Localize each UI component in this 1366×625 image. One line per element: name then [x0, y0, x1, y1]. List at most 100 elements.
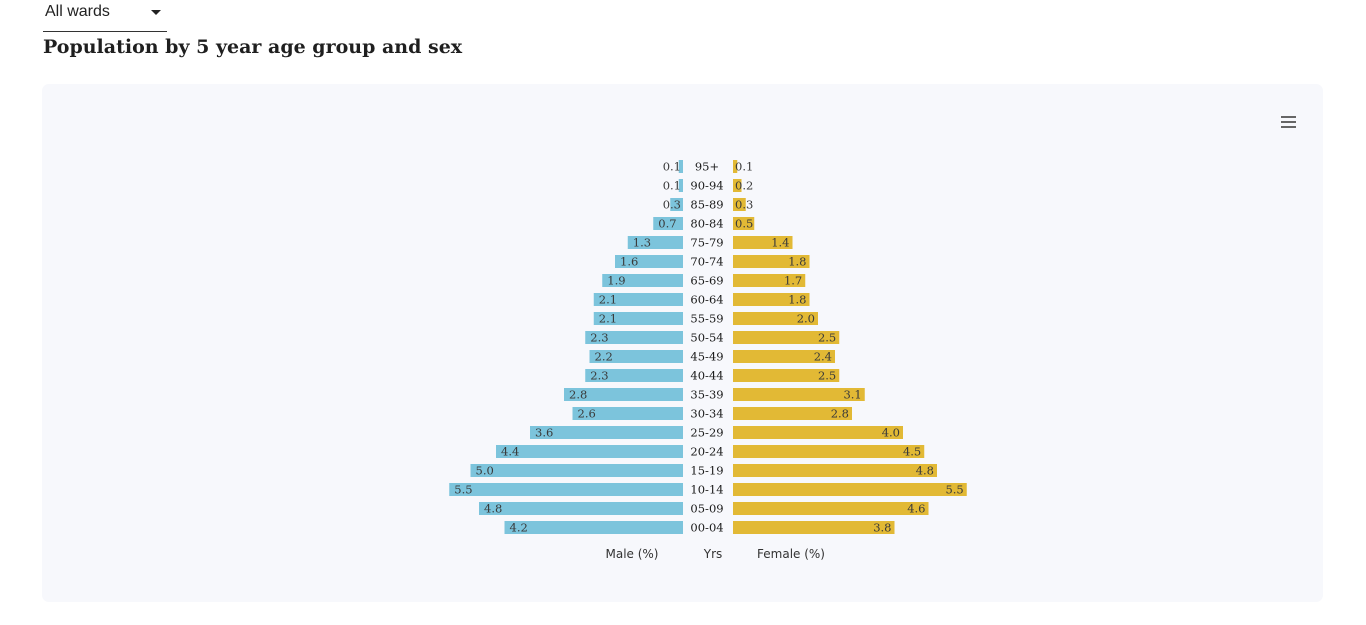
female-value-label: 4.0	[882, 426, 900, 440]
male-value-label: 0.1	[663, 179, 681, 193]
female-axis-label: Female (%)	[757, 547, 825, 561]
female-bar	[733, 217, 755, 230]
female-value-label: 3.1	[843, 388, 861, 402]
female-value-label: 4.6	[907, 502, 925, 516]
male-bar	[593, 293, 683, 306]
male-value-label: 2.3	[590, 331, 608, 345]
female-bar	[733, 274, 806, 287]
population-pyramid-chart: 0.1 0.1 95+ 0.1 0.2 90-94 0.3 0.3 85-89 0.7 0.5 80-…	[449, 160, 967, 561]
age-group-label: 95+	[695, 160, 719, 174]
age-group-label: 35-39	[690, 388, 723, 402]
female-value-label: 4.8	[916, 464, 934, 478]
age-group-label: 75-79	[690, 236, 723, 250]
male-bar	[602, 274, 683, 287]
male-bar	[585, 369, 683, 382]
female-bar	[733, 388, 865, 401]
ward-filter-dropdown[interactable]: All wards	[43, 0, 167, 32]
ward-filter-value: All wards	[45, 3, 110, 20]
female-value-label: 0.2	[735, 179, 753, 193]
age-group-label: 05-09	[690, 502, 723, 516]
female-bar	[733, 407, 852, 420]
age-group-label: 00-04	[690, 521, 723, 535]
female-bar	[733, 160, 738, 173]
female-bar	[733, 483, 967, 496]
female-value-label: 2.5	[818, 331, 836, 345]
female-value-label: 1.8	[788, 293, 806, 307]
hamburger-menu-icon[interactable]	[1275, 112, 1299, 132]
female-value-label: 0.1	[735, 160, 753, 174]
male-bar	[670, 198, 683, 211]
age-group-label: 90-94	[690, 179, 723, 193]
male-bar	[678, 179, 683, 192]
female-bar	[733, 369, 840, 382]
female-value-label: 0.3	[735, 198, 753, 212]
male-value-label: 3.6	[535, 426, 553, 440]
female-value-label: 5.5	[945, 483, 963, 497]
female-bar	[733, 426, 903, 439]
male-bar	[564, 388, 683, 401]
female-bar	[733, 255, 810, 268]
male-value-label: 2.1	[599, 293, 617, 307]
male-value-label: 1.6	[620, 255, 638, 269]
male-bar	[470, 464, 683, 477]
female-bar	[733, 521, 895, 534]
male-value-label: 4.4	[501, 445, 519, 459]
male-bar	[615, 255, 683, 268]
age-group-label: 60-64	[690, 293, 723, 307]
age-group-label: 15-19	[690, 464, 723, 478]
female-value-label: 2.0	[797, 312, 815, 326]
chart-card: 0.1 0.1 95+ 0.1 0.2 90-94 0.3 0.3 85-89 0.7 0.5 80-…	[42, 84, 1323, 602]
age-group-label: 10-14	[690, 483, 723, 497]
female-value-label: 1.4	[771, 236, 789, 250]
age-axis-label: Yrs	[703, 547, 723, 561]
male-value-label: 1.3	[633, 236, 651, 250]
age-group-label: 25-29	[690, 426, 723, 440]
male-bar	[479, 502, 683, 515]
female-value-label: 1.8	[788, 255, 806, 269]
age-group-label: 45-49	[690, 350, 723, 364]
male-value-label: 2.3	[590, 369, 608, 383]
male-value-label: 2.1	[599, 312, 617, 326]
male-value-label: 5.0	[476, 464, 494, 478]
male-bar	[585, 331, 683, 344]
male-value-label: 0.1	[663, 160, 681, 174]
female-bar	[733, 293, 810, 306]
male-bar	[627, 236, 683, 249]
female-value-label: 2.8	[831, 407, 849, 421]
male-bar	[504, 521, 683, 534]
male-value-label: 0.3	[663, 198, 681, 212]
female-value-label: 2.5	[818, 369, 836, 383]
female-bar	[733, 236, 793, 249]
age-group-label: 70-74	[690, 255, 723, 269]
male-value-label: 0.7	[658, 217, 676, 231]
female-bar	[733, 179, 742, 192]
chevron-down-icon	[151, 10, 161, 15]
male-axis-label: Male (%)	[605, 547, 658, 561]
male-value-label: 2.8	[569, 388, 587, 402]
male-bar	[593, 312, 683, 325]
age-group-label: 20-24	[690, 445, 723, 459]
age-group-label: 85-89	[690, 198, 723, 212]
page-title: Population by 5 year age group and sex	[43, 36, 463, 58]
female-bar	[733, 331, 840, 344]
female-bar	[733, 502, 929, 515]
female-bar	[733, 312, 818, 325]
male-bar	[530, 426, 683, 439]
male-value-label: 1.9	[607, 274, 625, 288]
female-value-label: 3.8	[873, 521, 891, 535]
female-value-label: 1.7	[784, 274, 802, 288]
male-value-label: 4.2	[510, 521, 528, 535]
female-bar	[733, 350, 835, 363]
male-bar	[449, 483, 683, 496]
female-bar	[733, 198, 746, 211]
male-value-label: 5.5	[454, 483, 472, 497]
female-value-label: 2.4	[814, 350, 832, 364]
male-bar	[496, 445, 683, 458]
age-group-label: 40-44	[690, 369, 723, 383]
male-bar	[653, 217, 683, 230]
age-group-label: 65-69	[690, 274, 723, 288]
female-value-label: 0.5	[735, 217, 753, 231]
female-bar	[733, 445, 925, 458]
male-bar	[589, 350, 683, 363]
male-value-label: 2.2	[595, 350, 613, 364]
